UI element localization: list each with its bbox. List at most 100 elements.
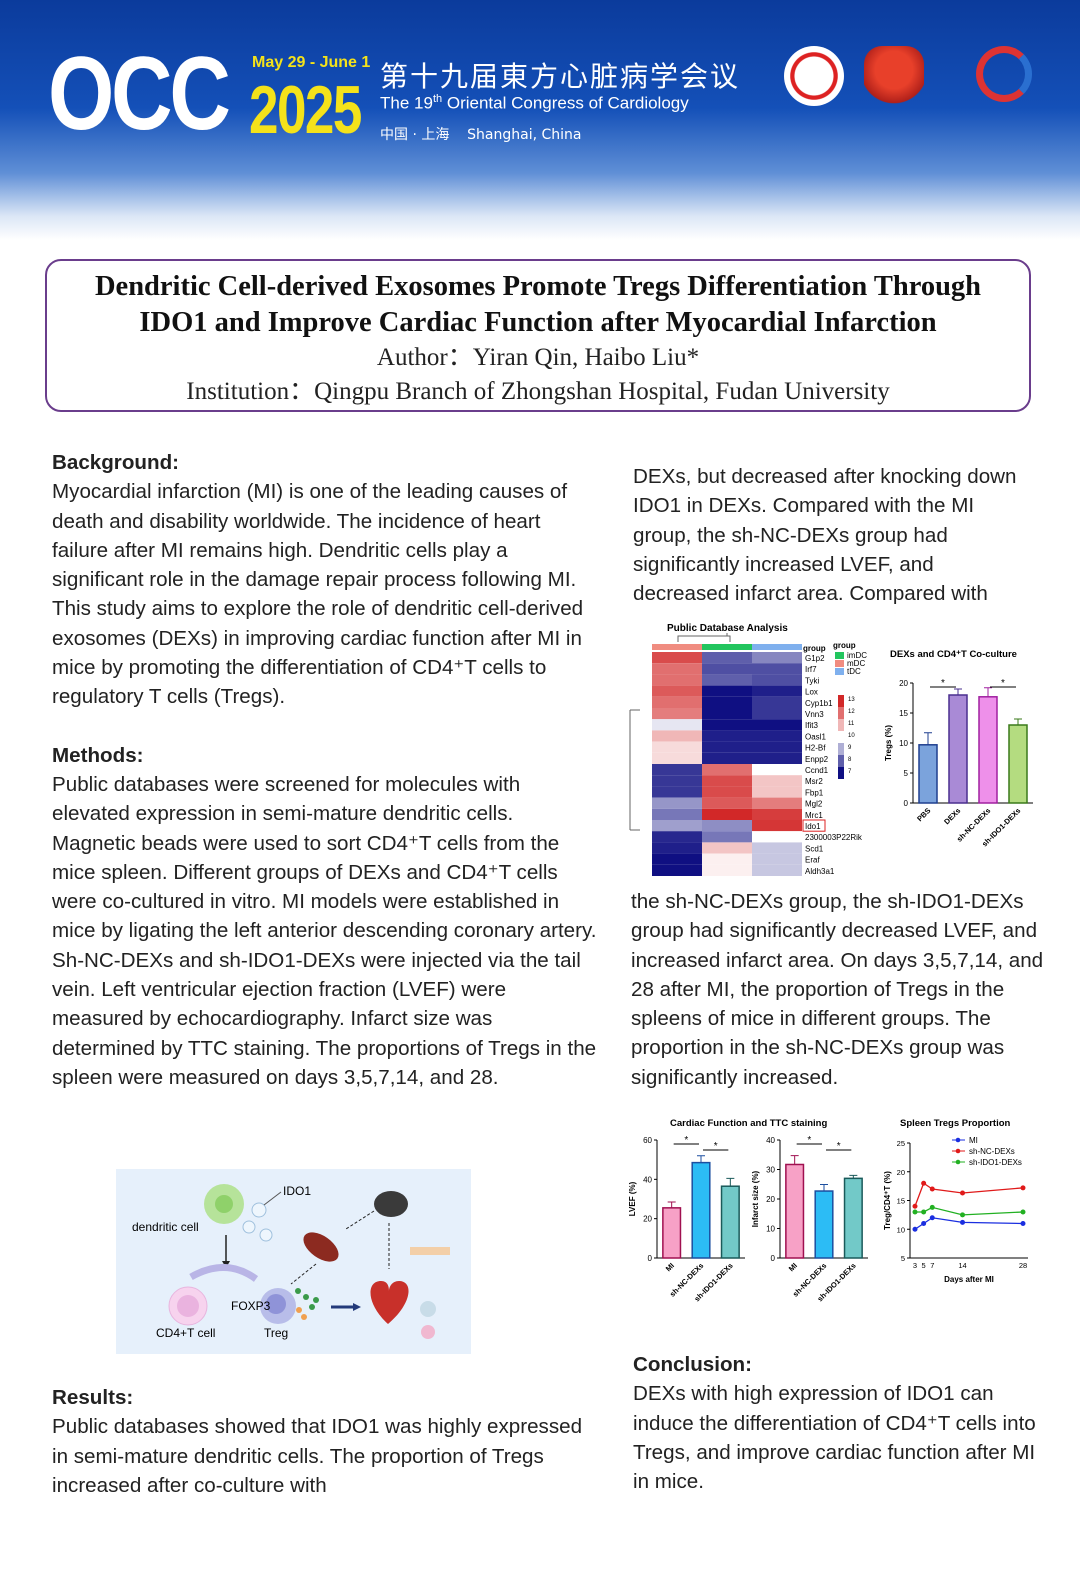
label-foxp3: FOXP3 xyxy=(231,1299,271,1313)
row-label: G1p2 xyxy=(805,654,825,663)
y-tick-label: 10 xyxy=(766,1225,775,1234)
bar-sh-NC-DEXs xyxy=(691,1161,711,1259)
heatmap-cell xyxy=(752,652,802,664)
row-label: Vnn3 xyxy=(805,710,824,719)
tissue-icon xyxy=(410,1247,450,1255)
data-point xyxy=(912,1209,918,1215)
heatmap-cell xyxy=(702,741,752,753)
heatmap-cell xyxy=(702,864,752,876)
heatmap-cell xyxy=(652,864,702,876)
y-axis-label: Tregs (%) xyxy=(884,725,893,761)
y-tick-label: 10 xyxy=(899,739,908,748)
results-heading: Results: xyxy=(52,1386,134,1409)
immune-cell-icon xyxy=(421,1325,435,1339)
authors: Author：Yiran Qin, Haibo Liu* xyxy=(376,344,700,371)
background-text: Myocardial infarction (MI) is one of the… xyxy=(52,480,584,709)
heatmap-cell xyxy=(752,786,802,798)
heatmap-cell xyxy=(702,775,752,787)
heatmap-cell xyxy=(702,696,752,708)
conference-location: 中国 · 上海 Shanghai, China xyxy=(380,127,582,143)
y-tick-label: 20 xyxy=(643,1215,652,1224)
heatmap-cell xyxy=(652,752,702,764)
y-tick-label: 20 xyxy=(899,679,908,688)
data-point xyxy=(960,1190,966,1196)
heatmap-cell xyxy=(702,663,752,675)
society-logo-1 xyxy=(784,46,844,106)
heatmap-cell xyxy=(702,652,752,664)
chart-title: Cardiac Function and TTC staining xyxy=(670,1118,827,1129)
error-bar xyxy=(667,1201,676,1208)
row-label: H2-Bf xyxy=(805,744,826,753)
error-bar xyxy=(984,687,992,697)
y-tick-label: 0 xyxy=(904,799,909,808)
significance-star: * xyxy=(807,1135,811,1146)
bar-MI xyxy=(785,1163,805,1259)
legend-marker xyxy=(955,1148,961,1154)
heatmap-cell xyxy=(752,808,802,820)
society-logo-2 xyxy=(864,46,924,106)
heatmap-cell xyxy=(752,820,802,832)
data-point xyxy=(960,1219,966,1225)
heatmap-cell xyxy=(652,797,702,809)
colorbar-segment xyxy=(838,755,844,767)
conference-year: 2025 xyxy=(249,72,362,148)
heatmap-cell xyxy=(752,831,802,843)
heatmap-cell xyxy=(702,853,752,865)
heatmap-cell xyxy=(652,696,702,708)
row-label: Ifit3 xyxy=(805,721,818,730)
error-bar xyxy=(924,732,932,745)
y-tick-label: 5 xyxy=(901,1254,905,1263)
row-label: Fbp1 xyxy=(805,788,824,797)
heatmap-cell xyxy=(652,741,702,753)
heatmap-cell xyxy=(652,775,702,787)
heatmap-cell xyxy=(752,797,802,809)
data-point xyxy=(921,1221,927,1226)
conclusion-text: DEXs with high expression of IDO1 can in… xyxy=(633,1382,1036,1494)
bar-MI xyxy=(662,1207,682,1259)
bar-PBS xyxy=(918,744,938,804)
dendritic-cell-icon xyxy=(204,1184,244,1224)
heatmap-cell xyxy=(702,808,752,820)
bar-sh-NC-DEXs xyxy=(814,1190,834,1259)
heatmap-cell xyxy=(702,820,752,832)
group-bar-mDC xyxy=(652,644,702,650)
society-logo-3 xyxy=(976,46,1032,102)
bar-sh-NC-DEXs xyxy=(978,696,998,804)
error-bar xyxy=(790,1155,799,1165)
y-tick-label: 25 xyxy=(897,1139,905,1148)
error-bar xyxy=(1014,718,1022,725)
results-right-2: the sh-NC-DEXs group, the sh-IDO1-DEXs g… xyxy=(631,887,1051,1092)
row-label: Eraf xyxy=(805,856,820,865)
error-bar xyxy=(820,1184,828,1192)
group-bar-imDC xyxy=(702,644,752,650)
x-tick-label: DEXs xyxy=(942,806,962,826)
results-text-part1: Public databases showed that IDO1 was hi… xyxy=(52,1415,583,1497)
error-bar xyxy=(849,1174,858,1179)
data-point xyxy=(912,1226,918,1232)
row-label: Mrc1 xyxy=(805,811,823,820)
colorbar-tick: 9 xyxy=(848,745,852,751)
legend-swatch xyxy=(835,652,844,659)
results-text-part2: DEXs, but decreased after knocking down … xyxy=(633,465,1017,606)
title-box: Dendritic Cell-derived Exosomes Promote … xyxy=(45,259,1031,412)
heatmap-cell xyxy=(752,696,802,708)
data-point xyxy=(921,1209,927,1215)
heatmap-title: Public Database Analysis xyxy=(667,623,788,634)
significance-star: * xyxy=(714,1141,718,1152)
colorbar-tick: 8 xyxy=(848,757,852,763)
heatmap-cell xyxy=(702,842,752,854)
row-label: Aldh3a1 xyxy=(805,867,835,876)
series-line-sh-NC-DEXs xyxy=(914,1182,1024,1207)
significance-star: * xyxy=(941,678,945,689)
colorbar-tick: 12 xyxy=(848,709,855,715)
label-ido1: IDO1 xyxy=(283,1184,311,1198)
x-tick-label: 14 xyxy=(958,1261,966,1270)
significance-star: * xyxy=(684,1135,688,1146)
y-tick-label: 40 xyxy=(766,1136,775,1145)
y-axis-label: LVEF (%) xyxy=(628,1181,637,1216)
heatmap-cell xyxy=(752,674,802,686)
heatmap-cell xyxy=(752,842,802,854)
methods-heading: Methods: xyxy=(52,743,144,767)
results-right-1: DEXs, but decreased after knocking down … xyxy=(633,462,1033,608)
brand-logo: OCC xyxy=(48,36,231,152)
